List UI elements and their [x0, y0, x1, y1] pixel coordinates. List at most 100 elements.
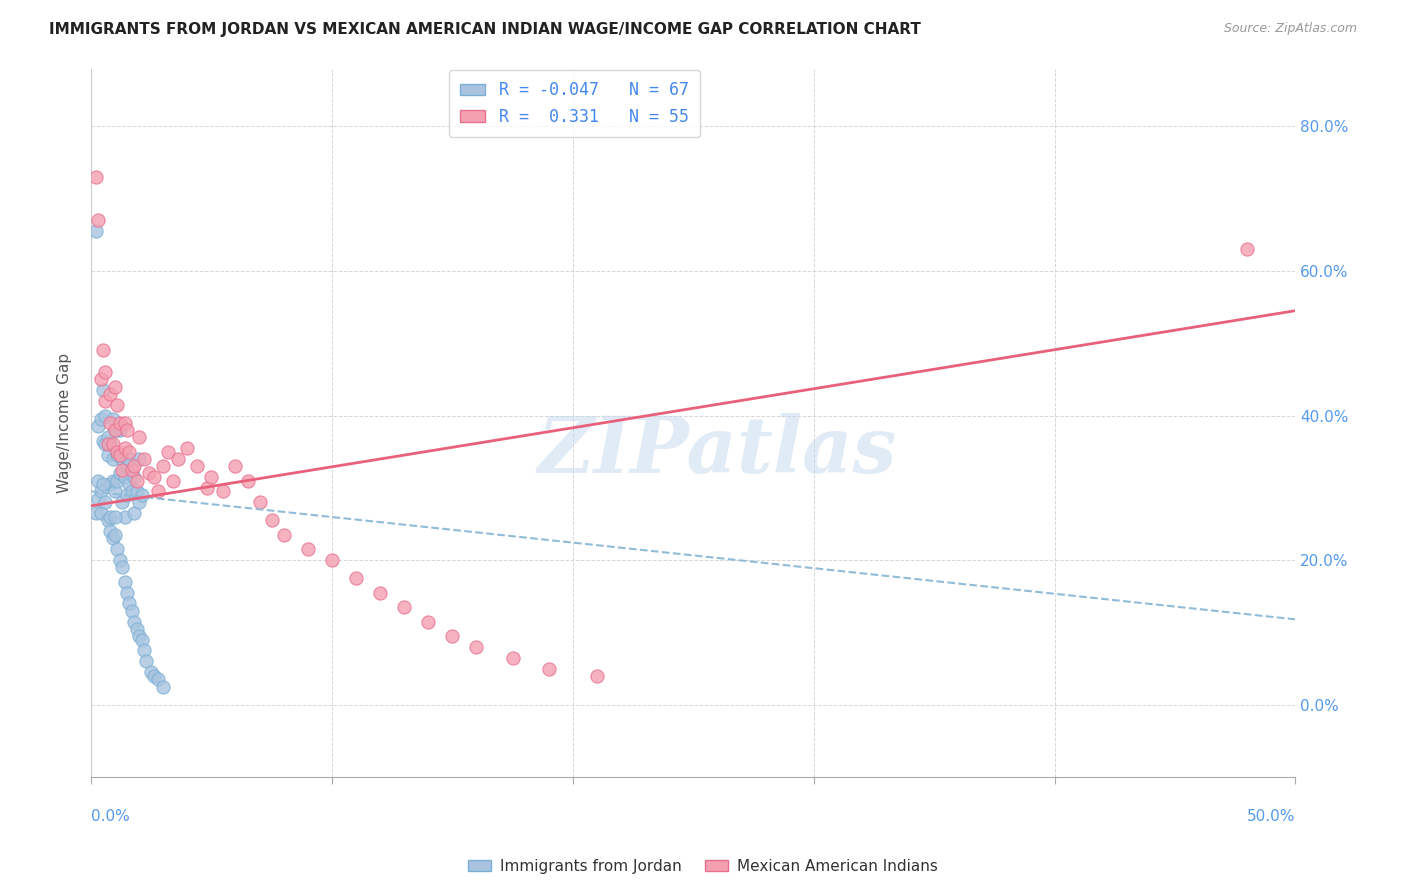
Point	[132, 451, 155, 466]
Point	[98, 416, 121, 430]
Point	[195, 481, 218, 495]
Point	[90, 372, 112, 386]
Point	[115, 423, 138, 437]
Point	[111, 495, 134, 509]
Point	[94, 409, 117, 423]
Point	[131, 488, 153, 502]
Point	[115, 585, 138, 599]
Point	[97, 437, 120, 451]
Point	[104, 423, 127, 437]
Point	[107, 542, 129, 557]
Point	[101, 532, 124, 546]
Point	[97, 513, 120, 527]
Point	[98, 386, 121, 401]
Point	[90, 506, 112, 520]
Point	[94, 495, 117, 509]
Point	[84, 169, 107, 184]
Point	[148, 673, 170, 687]
Point	[87, 474, 110, 488]
Point	[118, 444, 141, 458]
Point	[124, 459, 146, 474]
Point	[200, 470, 222, 484]
Point	[124, 506, 146, 520]
Point	[141, 665, 163, 680]
Text: 50.0%: 50.0%	[1247, 809, 1295, 824]
Point	[260, 513, 283, 527]
Point	[107, 444, 129, 458]
Point	[131, 632, 153, 647]
Point	[157, 444, 180, 458]
Point	[118, 451, 141, 466]
Point	[152, 459, 174, 474]
Point	[108, 423, 131, 437]
Point	[166, 451, 188, 466]
Point	[97, 448, 120, 462]
Point	[392, 600, 415, 615]
Point	[368, 585, 391, 599]
Point	[344, 571, 367, 585]
Point	[585, 669, 607, 683]
Text: Source: ZipAtlas.com: Source: ZipAtlas.com	[1223, 22, 1357, 36]
Point	[162, 474, 184, 488]
Point	[321, 553, 343, 567]
Point	[249, 495, 271, 509]
Point	[115, 488, 138, 502]
Point	[91, 477, 114, 491]
Point	[121, 463, 143, 477]
Point	[441, 629, 464, 643]
Point	[108, 467, 131, 481]
Point	[121, 484, 143, 499]
Point	[94, 437, 117, 451]
Point	[152, 680, 174, 694]
Point	[108, 416, 131, 430]
Point	[186, 459, 208, 474]
Point	[108, 553, 131, 567]
Point	[114, 441, 136, 455]
Point	[114, 416, 136, 430]
Point	[90, 484, 112, 499]
Point	[273, 528, 295, 542]
Point	[124, 615, 146, 629]
Point	[135, 654, 157, 668]
Text: ZIPatlas: ZIPatlas	[537, 413, 897, 490]
Point	[128, 430, 150, 444]
Point	[138, 467, 160, 481]
Point	[132, 643, 155, 657]
Point	[98, 509, 121, 524]
Point	[104, 528, 127, 542]
Point	[101, 451, 124, 466]
Point	[84, 506, 107, 520]
Point	[90, 412, 112, 426]
Point	[142, 669, 165, 683]
Point	[114, 470, 136, 484]
Point	[128, 629, 150, 643]
Point	[128, 451, 150, 466]
Point	[115, 459, 138, 474]
Point	[111, 463, 134, 477]
Point	[118, 477, 141, 491]
Point	[91, 383, 114, 397]
Point	[91, 434, 114, 448]
Point	[1236, 242, 1258, 256]
Point	[418, 615, 440, 629]
Point	[118, 597, 141, 611]
Point	[111, 560, 134, 574]
Legend: Immigrants from Jordan, Mexican American Indians: Immigrants from Jordan, Mexican American…	[463, 853, 943, 880]
Point	[121, 604, 143, 618]
Point	[114, 509, 136, 524]
Point	[107, 448, 129, 462]
Point	[94, 394, 117, 409]
Point	[91, 343, 114, 358]
Point	[98, 477, 121, 491]
Point	[87, 491, 110, 506]
Point	[537, 661, 560, 675]
Point	[101, 437, 124, 451]
Point	[104, 509, 127, 524]
Point	[236, 474, 259, 488]
Point	[107, 423, 129, 437]
Point	[114, 574, 136, 589]
Point	[148, 484, 170, 499]
Point	[125, 622, 148, 636]
Point	[101, 412, 124, 426]
Point	[142, 470, 165, 484]
